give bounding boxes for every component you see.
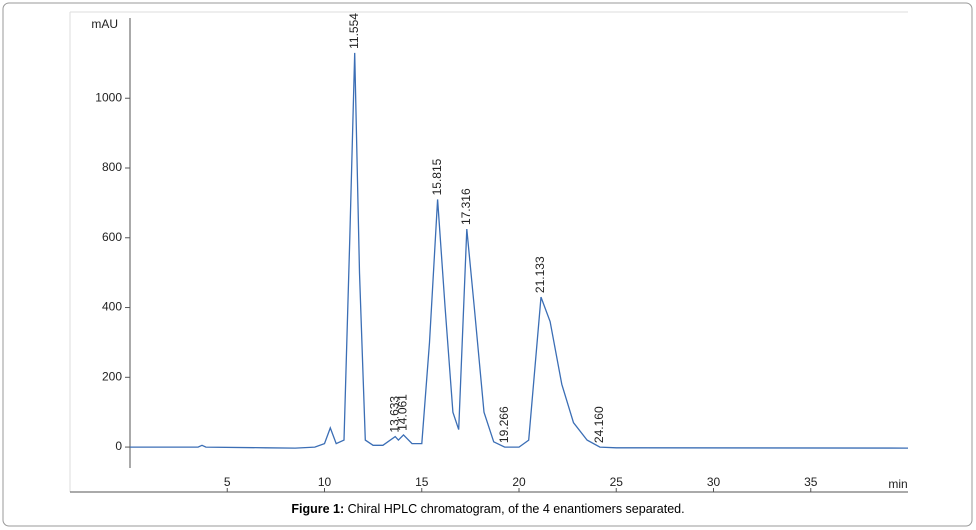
trace-line [130,52,909,449]
peak-label: 21.133 [533,256,547,293]
caption-label: Figure 1: [291,502,344,516]
y-tick-label: 200 [102,369,122,383]
peak-label: 24.160 [592,406,606,443]
y-tick-label: 800 [102,160,122,174]
peak-label: 19.266 [497,406,511,443]
y-axis-label: mAU [91,17,118,31]
peak-label: 13.633 [387,396,401,433]
peak-label: 15.815 [430,158,444,195]
x-tick-label: 10 [318,475,332,489]
y-tick-label: 400 [102,300,122,314]
y-tick-label: 600 [102,230,122,244]
y-tick-label: 0 [115,439,122,453]
x-tick-label: 15 [415,475,429,489]
x-tick-label: 5 [224,475,231,489]
peak-label: 11.554 [347,13,361,49]
x-tick-label: 25 [610,475,624,489]
x-tick-label: 20 [512,475,526,489]
peak-label: 17.316 [459,188,473,225]
x-tick-label: 30 [707,475,721,489]
caption: Figure 1: Chiral HPLC chromatogram, of t… [291,502,684,516]
caption-text: Chiral HPLC chromatogram, of the 4 enant… [348,502,685,516]
x-tick-label: 35 [804,475,818,489]
y-tick-label: 1000 [95,90,122,104]
peak-label: 14.061 [396,394,410,431]
x-axis-label: min [888,477,907,491]
